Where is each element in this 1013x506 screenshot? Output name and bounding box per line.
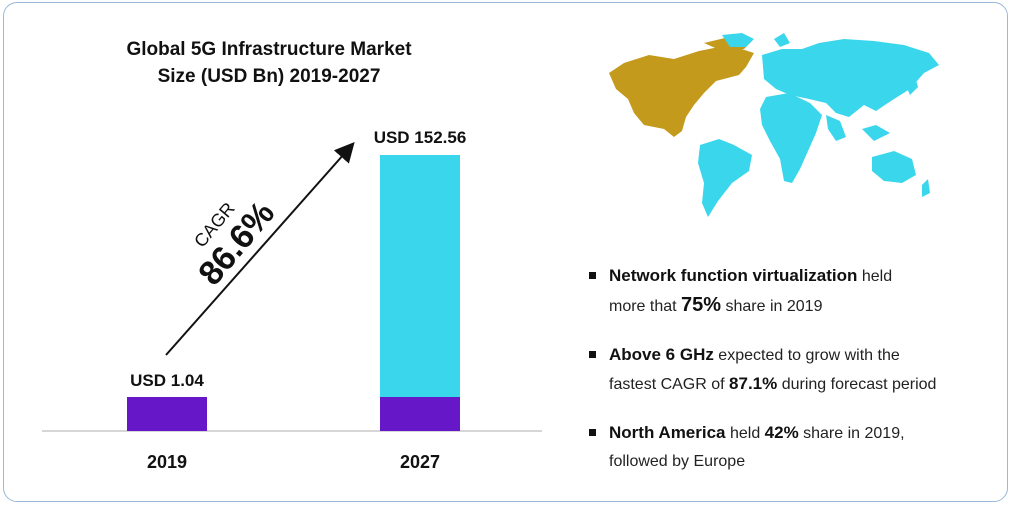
chart-title-line-1: Global 5G Infrastructure Market xyxy=(126,39,412,60)
americas-region xyxy=(609,37,754,137)
bar-label-2019: USD 1.04 xyxy=(130,371,204,390)
finding-item-1: Network function virtualization held mor… xyxy=(589,262,1007,321)
finding-item-3: North America held 42% share in 2019, fo… xyxy=(589,419,1007,476)
bar-2027-growth xyxy=(380,155,460,431)
finding-item-2: Above 6 GHz expected to grow with the fa… xyxy=(589,341,1007,399)
growth-arrow xyxy=(165,142,355,356)
infographic-frame: Global 5G Infrastructure Market Size (US… xyxy=(3,2,1008,502)
chart-title-line-2: Size (USD Bn) 2019-2027 xyxy=(157,66,381,87)
bar-2027-base xyxy=(380,397,460,431)
bar-chart: USD 1.04 USD 152.56 2019 2027 xyxy=(42,128,542,472)
world-map-icon xyxy=(609,33,939,217)
chart-title: Global 5G Infrastructure Market Size (US… xyxy=(74,36,464,90)
bar-2019 xyxy=(127,397,207,431)
bar-label-2027: USD 152.56 xyxy=(374,128,467,147)
category-label-2027: 2027 xyxy=(400,452,440,472)
key-findings-list: Network function virtualization held mor… xyxy=(589,262,1007,496)
category-label-2019: 2019 xyxy=(147,452,187,472)
rest-of-world-region xyxy=(698,33,939,217)
